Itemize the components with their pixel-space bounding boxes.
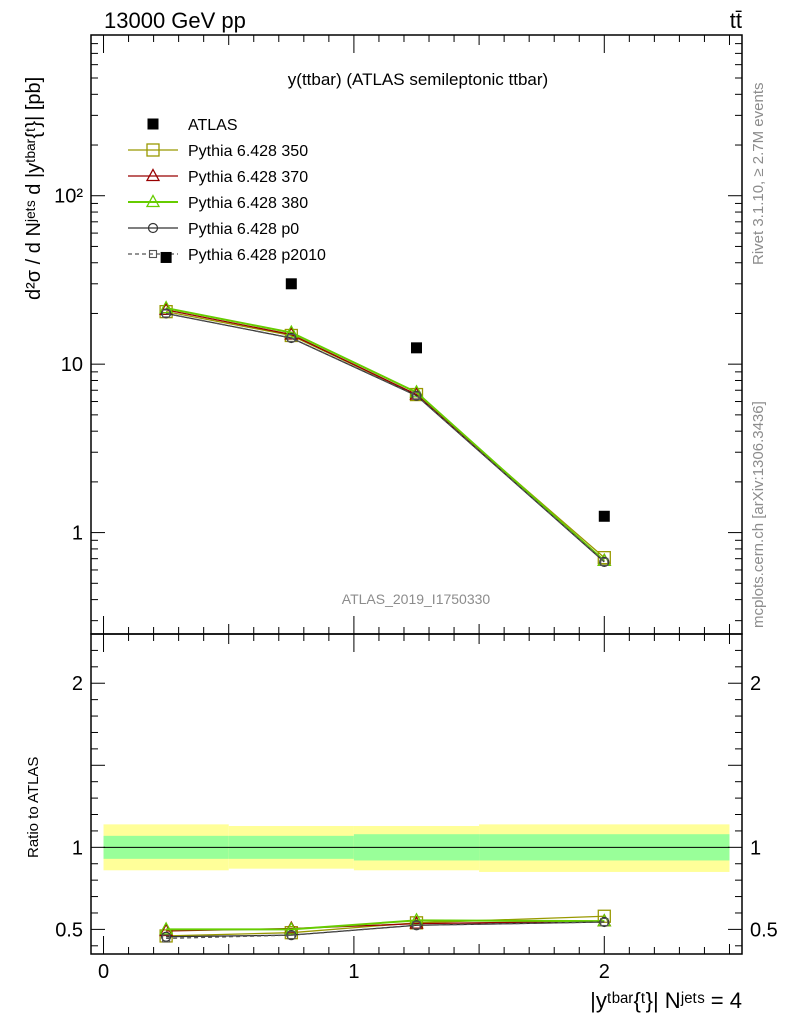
main-line-p370 xyxy=(165,309,605,562)
x-tick-label: 2 xyxy=(599,961,610,983)
ratio-point-p2010 xyxy=(600,917,609,927)
main-y-tick-label: 1 xyxy=(72,523,83,545)
main-point-p380 xyxy=(159,300,174,314)
ratio-line-p2010 xyxy=(166,921,605,940)
main-point-p380 xyxy=(409,384,424,398)
legend: ATLAS Pythia 6.428 350 Pythia 6.428 370 … xyxy=(128,117,326,264)
legend-marker-p380 xyxy=(145,194,161,208)
main-point-p2010 xyxy=(600,557,609,566)
legend-label-atlas: ATLAS xyxy=(188,117,238,134)
main-y-axis-label: d²σ / d Nʲᵉᵗˢ d |yᵗᵇᵃʳ{ᵗ}| [pb] xyxy=(23,77,45,300)
ratio-y-tick-label-left: 1 xyxy=(72,837,83,859)
header-right: tt̄ xyxy=(730,8,742,33)
x-tick-label: 0 xyxy=(98,961,109,983)
ratio-point-p380 xyxy=(159,921,174,935)
ratio-line-p350 xyxy=(166,915,605,937)
main-point-p0 xyxy=(411,390,422,401)
x-tick-label: 1 xyxy=(348,961,359,983)
main-y-tick-label: 10 xyxy=(61,354,83,376)
watermark: ATLAS_2019_I1750330 xyxy=(342,591,491,607)
main-point-p0 xyxy=(599,556,610,567)
legend-marker-p2010 xyxy=(148,249,158,259)
legend-label-p2010: Pythia 6.428 p2010 xyxy=(188,247,326,264)
header-left: 13000 GeV pp xyxy=(104,8,246,33)
main-point-p2010 xyxy=(412,391,421,400)
main-point-data xyxy=(598,510,610,522)
ratio-y-tick-label-right: 2 xyxy=(750,673,761,695)
x-axis-label: |yᵗᵇᵃʳ{ᵗ}| Nʲᵉᵗˢ = 4 xyxy=(590,988,742,1013)
main-point-p380 xyxy=(284,324,299,338)
main-point-data xyxy=(160,251,172,263)
ratio-y-tick-label-right: 1 xyxy=(750,837,761,859)
legend-marker-p350 xyxy=(146,143,160,157)
main-point-p2010 xyxy=(162,309,171,318)
main-line-p350 xyxy=(165,311,605,559)
rivet-label: Rivet 3.1.10, ≥ 2.7M events xyxy=(750,83,767,266)
main-y-tick-label: 10² xyxy=(54,186,83,208)
legend-label-p380: Pythia 6.428 380 xyxy=(188,195,308,212)
ratio-point-p2010 xyxy=(162,934,171,943)
main-point-p2010 xyxy=(287,333,296,343)
main-point-p0 xyxy=(286,332,297,344)
ratio-y-tick-label-left: 2 xyxy=(72,673,83,695)
ratio-y-tick-label-left: 0.5 xyxy=(55,919,83,941)
main-point-p350 xyxy=(597,550,611,565)
legend-label-p370: Pythia 6.428 370 xyxy=(188,169,308,186)
main-point-data xyxy=(411,342,422,354)
ratio-point-p380 xyxy=(284,921,299,935)
main-title: y(ttbar) (ATLAS semileptonic ttbar) xyxy=(288,70,548,89)
main-line-p380 xyxy=(165,307,605,562)
legend-marker-p370 xyxy=(145,168,161,182)
ratio-y-tick-label-right: 0.5 xyxy=(750,919,778,941)
ratio-point-p2010 xyxy=(412,921,421,930)
legend-label-p0: Pythia 6.428 p0 xyxy=(188,221,299,238)
ratio-point-p2010 xyxy=(287,931,296,940)
mcplots-label: mcplots.cern.ch [arXiv:1306.3436] xyxy=(750,401,767,628)
ratio-y-axis-label: Ratio to ATLAS xyxy=(25,757,42,858)
main-point-p0 xyxy=(161,308,172,319)
legend-marker-p0 xyxy=(147,222,159,234)
ratio-line-p380 xyxy=(166,919,605,931)
ratio-point-p0 xyxy=(161,931,172,942)
legend-label-p350: Pythia 6.428 350 xyxy=(188,143,308,160)
legend-marker-data xyxy=(147,118,159,130)
ratio-plot-frame xyxy=(90,633,743,955)
main-line-p0 xyxy=(165,312,605,563)
main-line-p2010 xyxy=(165,312,605,563)
main-point-data xyxy=(285,278,297,290)
